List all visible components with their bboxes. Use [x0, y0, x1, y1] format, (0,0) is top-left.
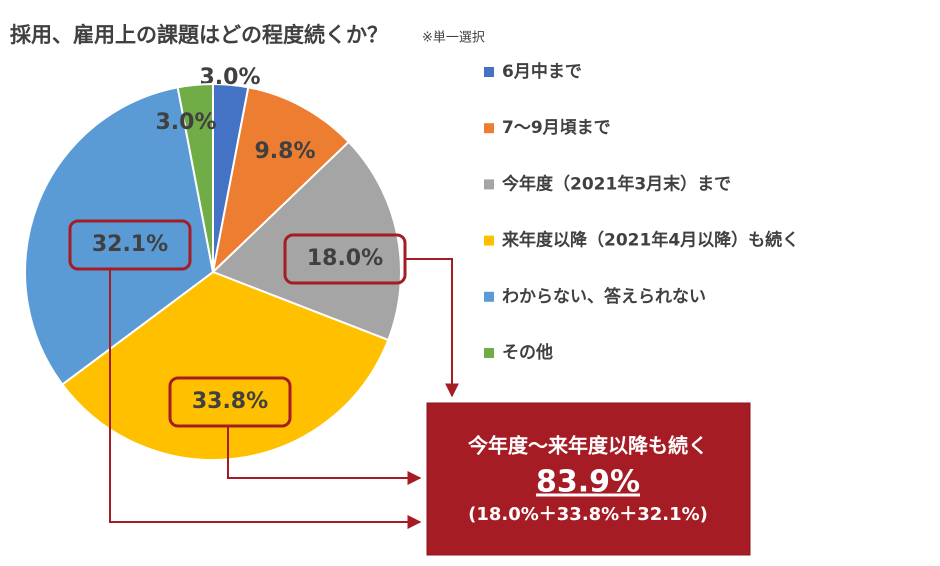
pie-slice [60, 270, 390, 461]
legend-swatch [484, 123, 494, 134]
pie: 3.0%9.8%18.0%33.8%32.1%3.0% [24, 65, 407, 461]
annotation-title: 今年度～来年度以降も続く [468, 434, 708, 458]
pie-slice [24, 86, 215, 386]
annotation-box [426, 402, 751, 556]
connector [227, 426, 422, 485]
legend-label: その他 [502, 342, 553, 363]
chart-subtitle: ※単一選択 [422, 30, 485, 46]
data-label: 32.1% [92, 232, 168, 257]
connector [109, 269, 422, 529]
legend-swatch [484, 235, 494, 246]
data-label: 18.0% [307, 246, 383, 271]
chart-title: 採用、雇用上の課題はどの程度続くか？ [10, 23, 388, 47]
legend-swatch [484, 67, 494, 77]
legend-label: 7～9月頃まで [502, 118, 611, 138]
data-label: 33.8% [192, 389, 268, 414]
legend-label: 6月中まで [502, 61, 582, 82]
annotation-value: 83.9% [536, 465, 640, 500]
label-highlight [168, 376, 292, 428]
pie-slice [176, 82, 214, 273]
legend-swatch [484, 179, 494, 190]
data-label: 3.0% [155, 110, 216, 135]
annotations: 今年度～来年度以降も続く 83.9% (18.0%＋33.8%＋32.1%) [109, 258, 751, 556]
legend-label: 来年度以降（2021年4月以降）も続く [501, 230, 799, 251]
legend-swatch [484, 348, 494, 358]
legend-label: 今年度（2021年3月末）まで [502, 173, 731, 194]
connector [405, 258, 459, 398]
annotation-detail: (18.0%＋33.8%＋32.1%) [468, 504, 708, 525]
legend-swatch [484, 291, 494, 302]
data-label: 9.8% [254, 139, 315, 164]
pie-slice [211, 86, 351, 275]
label-highlight [68, 219, 192, 271]
legend: 6月中まで 7～9月頃まで今年度（2021年3月末）まで来年度以降（2021年4月… [484, 61, 799, 363]
legend-label: わからない、答えられない [502, 286, 706, 307]
